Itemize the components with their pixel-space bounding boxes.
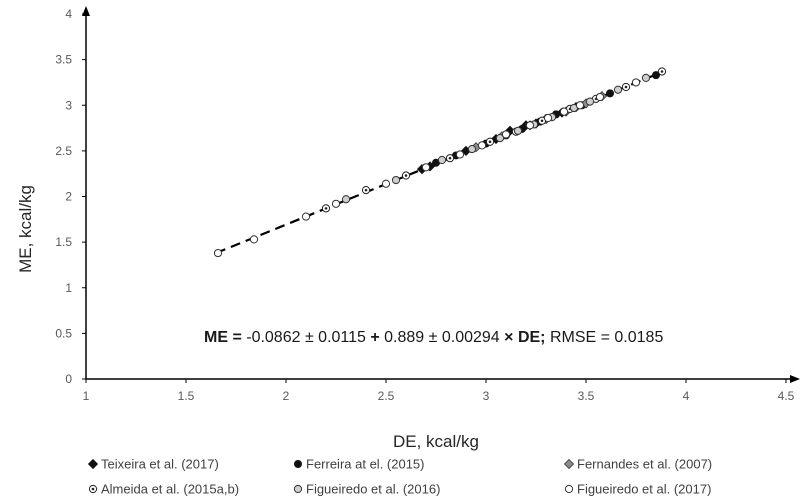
legend-marker [88,484,98,494]
y-tick-label: 2.5 [55,144,72,158]
legend: Teixeira et al. (2017) Ferreira at el. (2… [87,457,712,497]
marker-dot [324,207,328,210]
eq-plus: + [366,329,384,346]
marker-dot [624,85,628,89]
x-tick-label: 1.5 [178,389,195,403]
eq-rmse: RMSE = 0.0185 [546,329,664,346]
x-tick-label: 4 [683,389,690,403]
data-point-series-4 [621,82,631,92]
data-point-series-6 [525,121,535,130]
legend-item: Almeida et al. (2015a,b) [88,482,239,497]
x-tick-label: 3.5 [578,389,595,403]
data-point-series-5 [613,85,623,94]
marker-dot [488,140,492,144]
data-point-series-6 [381,179,391,188]
data-point-series-5 [495,134,505,143]
axes: 1 1.5 2 2.5 3 3.5 4 4.5 0 0.5 1 1.5 2 2.5 3 3.5 4 [55,6,800,403]
data-point-series-4 [401,171,411,180]
x-tick-label: 4.5 [778,389,795,403]
y-tick-label: 2 [65,190,72,204]
data-point-series-4 [321,204,331,213]
data-point-series-4 [657,67,667,76]
marker-dot [91,487,95,491]
data-point-series-2 [652,71,661,80]
eq-semicolon: ; [540,329,545,346]
data-point-series-4 [445,154,455,163]
x-tick-label: 2.5 [378,389,395,403]
data-point-series-6 [631,78,641,87]
legend-item: Teixeira et al. (2017) [87,457,219,472]
data-point-series-5 [513,126,523,135]
eq-lhs: ME [204,329,228,346]
data-point-series-6 [421,163,431,172]
legend-item: Figueiredo et al. (2017) [564,482,711,497]
legend-label: Almeida et al. (2015a,b) [101,482,239,497]
legend-marker [293,459,302,468]
eq-slope: 0.889 ± 0.00294 [384,329,500,346]
marker-dot [540,119,544,123]
y-tick-label: 0 [65,372,72,386]
legend-marker [563,458,575,470]
marker-dot [448,156,452,160]
y-axis-title: ME, kcal/kg [16,185,35,273]
marker-dot [660,70,664,73]
data-point-series-5 [585,97,595,106]
x-tick-label: 2 [283,389,290,403]
y-tick-label: 0.5 [55,326,72,340]
points-group [213,67,667,258]
data-point-series-6 [559,107,569,116]
data-point-series-5 [437,155,447,165]
data-point-series-4 [485,137,495,146]
legend-marker [87,458,99,470]
x-axis-arrow [790,375,800,383]
legend-label: Teixeira et al. (2017) [101,457,219,472]
data-point-series-6 [249,235,259,244]
marker-dot [364,188,368,192]
data-point-series-5 [391,175,401,185]
marker-dot [404,174,408,177]
data-point-series-6 [543,113,553,123]
data-point-series-5 [641,73,651,82]
legend-marker [293,484,303,494]
data-point-series-6 [575,101,585,110]
y-tick-label: 4 [65,7,72,21]
data-point-series-6 [595,92,605,102]
data-point-series-6 [301,212,311,221]
y-tick-label: 3 [65,98,72,112]
data-point-series-5 [341,195,351,204]
legend-marker [564,484,574,494]
eq-equals: = [228,329,246,346]
eq-var: DE [518,329,541,346]
data-point-series-5 [467,144,477,154]
x-tick-label: 1 [83,389,90,403]
eq-intercept: -0.0862 ± 0.0115 [246,329,366,346]
y-tick-label: 1.5 [55,235,72,249]
data-point-series-6 [455,150,465,159]
y-tick-label: 3.5 [55,53,72,67]
regression-equation: ME = -0.0862 ± 0.0115 + 0.889 ± 0.00294 … [204,329,663,346]
data-point-series-6 [501,130,511,139]
eq-times: × [500,329,518,346]
legend-label: Fernandes et al. (2007) [577,457,712,472]
y-tick-label: 1 [65,281,72,295]
data-point-series-2 [606,89,615,98]
legend-label: Figueiredo et al. (2016) [306,482,440,497]
data-point-series-6 [331,199,341,208]
data-point-series-4 [361,186,371,195]
x-axis-title: DE, kcal/kg [393,432,479,451]
data-point-series-6 [477,141,487,150]
legend-label: Figueiredo et al. (2017) [577,482,711,497]
x-tick-label: 3 [483,389,490,403]
legend-item: Figueiredo et al. (2016) [293,482,440,497]
legend-label: Ferreira at el. (2015) [306,457,425,472]
legend-item: Fernandes et al. (2007) [563,457,712,472]
data-point-series-6 [213,248,223,258]
legend-item: Ferreira at el. (2015) [293,457,425,472]
